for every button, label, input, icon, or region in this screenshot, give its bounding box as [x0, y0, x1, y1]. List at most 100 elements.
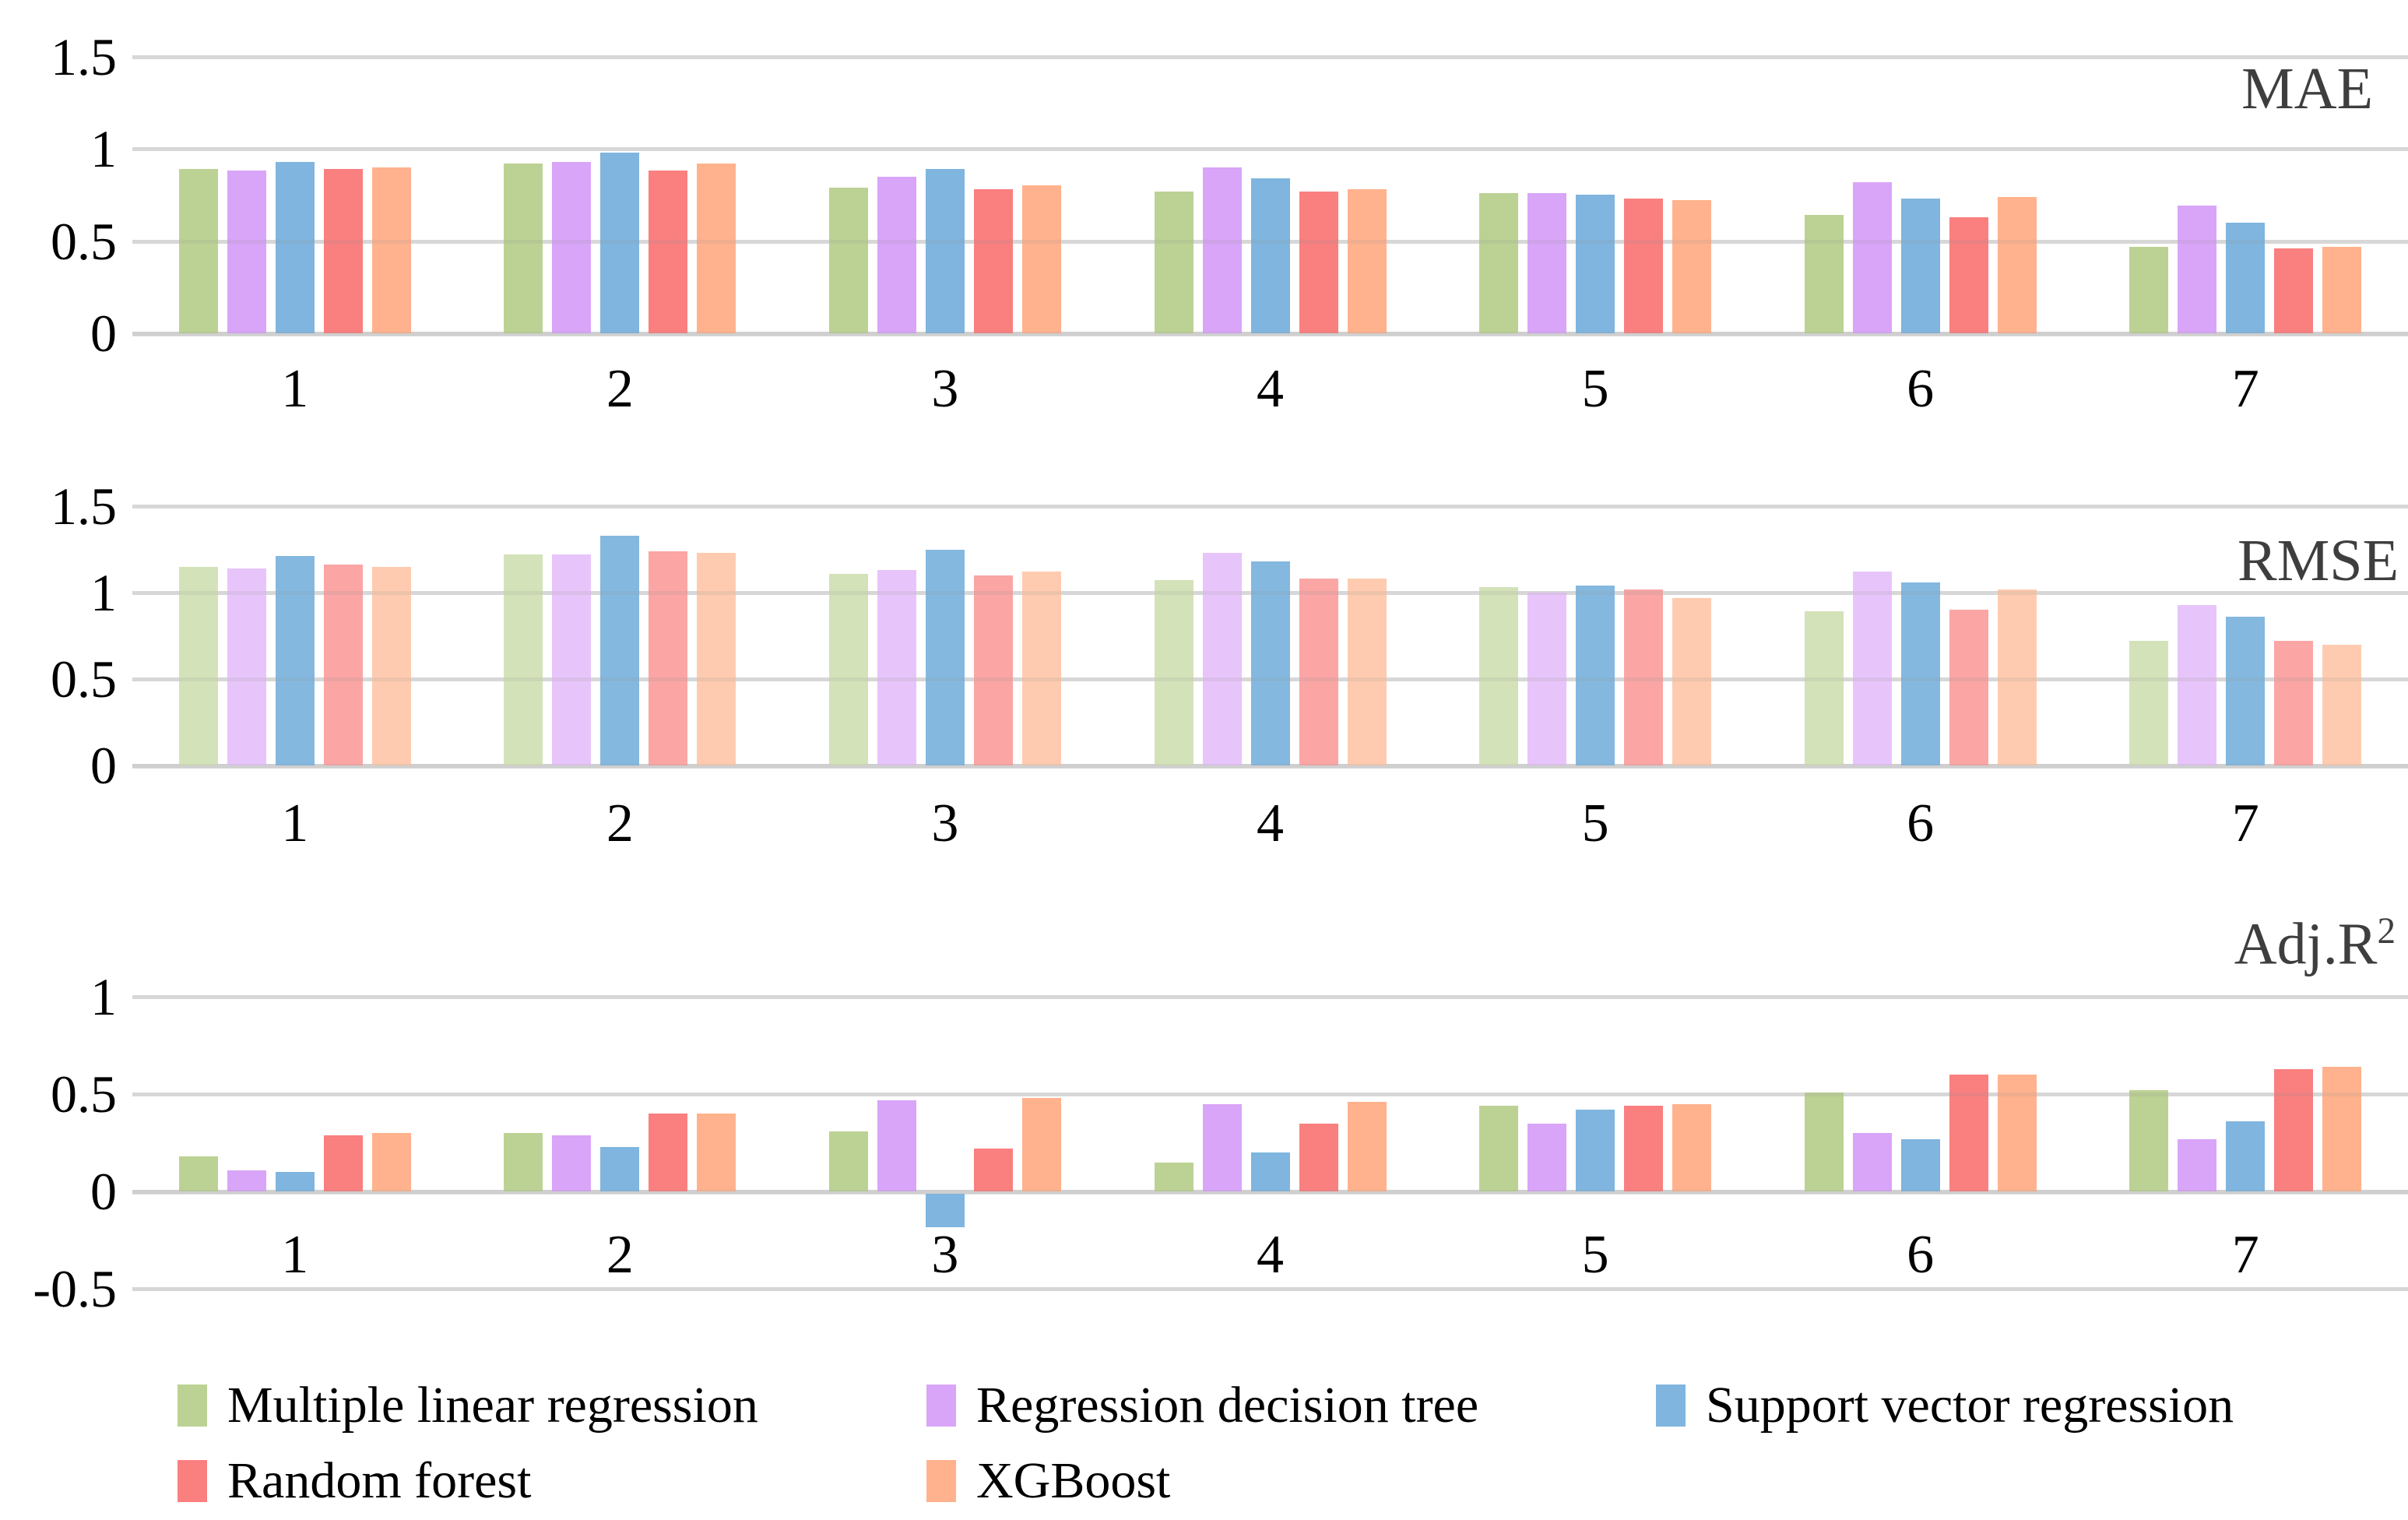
- bar-random-forest-cat5: [1624, 1106, 1664, 1191]
- bar-regression-decision-tree-cat1: [227, 568, 266, 765]
- bar-xgboost-cat5: [1672, 597, 1712, 765]
- bar-xgboost-cat2: [697, 163, 736, 333]
- bar-regression-decision-tree-cat7: [2178, 206, 2217, 333]
- bar-random-forest-cat5: [1624, 589, 1664, 765]
- bar-support-vector-regression-cat5: [1576, 586, 1615, 765]
- bar-random-forest-cat7: [2274, 641, 2314, 765]
- x-category-label-2: 2: [606, 1225, 634, 1285]
- y-tick-label: 1.5: [51, 477, 117, 536]
- bar-random-forest-cat2: [649, 1114, 688, 1191]
- legend-swatch-random-forest: [178, 1460, 207, 1502]
- bar-regression-decision-tree-cat3: [877, 1100, 916, 1191]
- bar-multiple-linear-regression-cat7: [2129, 1090, 2169, 1191]
- gridline-y-1: [132, 995, 2408, 999]
- legend-label: Support vector regression: [1706, 1377, 2234, 1434]
- bar-regression-decision-tree-cat4: [1202, 552, 1242, 765]
- bar-support-vector-regression-cat5: [1576, 195, 1615, 333]
- bar-xgboost-cat2: [697, 552, 736, 765]
- x-category-label-1: 1: [281, 359, 309, 419]
- legend-item-random-forest: Random forest: [178, 1450, 531, 1512]
- gridline-overlay-y-1: [132, 147, 2408, 151]
- legend-item-multiple-linear-regression: Multiple linear regression: [178, 1374, 758, 1437]
- bar-random-forest-cat4: [1299, 579, 1338, 765]
- bar-xgboost-cat7: [2322, 246, 2362, 333]
- bar-regression-decision-tree-cat1: [227, 1170, 266, 1191]
- bar-support-vector-regression-cat2: [600, 152, 640, 333]
- bar-support-vector-regression-cat4: [1250, 1152, 1290, 1191]
- y-tick-label: 0: [90, 1162, 117, 1221]
- bar-random-forest-cat1: [323, 169, 363, 333]
- bar-xgboost-cat4: [1347, 1102, 1387, 1191]
- bar-multiple-linear-regression-cat4: [1154, 580, 1193, 765]
- bar-multiple-linear-regression-cat6: [1804, 1092, 1844, 1191]
- bar-regression-decision-tree-cat2: [552, 161, 592, 333]
- x-category-label-2: 2: [606, 359, 634, 419]
- bar-support-vector-regression-cat1: [275, 556, 315, 765]
- bar-xgboost-cat7: [2322, 1067, 2362, 1191]
- gridline-y-0.5: [132, 1092, 2408, 1096]
- bar-random-forest-cat6: [1949, 1075, 1988, 1191]
- x-category-label-7: 7: [2231, 359, 2259, 419]
- bar-support-vector-regression-cat6: [1900, 198, 1940, 333]
- y-tick-label: 1: [90, 967, 117, 1026]
- bar-regression-decision-tree-cat7: [2178, 1138, 2217, 1191]
- bar-xgboost-cat6: [1997, 1075, 2037, 1191]
- gridline-y-1.5: [132, 55, 2408, 59]
- y-tick-label: 0: [90, 736, 117, 795]
- bar-support-vector-regression-cat7: [2226, 617, 2266, 765]
- x-category-label-7: 7: [2231, 1225, 2259, 1285]
- legend-label: XGBoost: [976, 1452, 1171, 1509]
- bar-multiple-linear-regression-cat1: [178, 169, 218, 333]
- bar-support-vector-regression-cat1: [275, 161, 315, 333]
- panel-title-mae: MAE: [2241, 56, 2373, 121]
- bar-regression-decision-tree-cat5: [1527, 593, 1567, 765]
- bar-xgboost-cat1: [371, 1133, 411, 1191]
- superscript-2: 2: [2377, 911, 2396, 952]
- bar-multiple-linear-regression-cat6: [1804, 611, 1844, 765]
- bar-random-forest-cat2: [649, 171, 688, 333]
- bar-multiple-linear-regression-cat5: [1479, 192, 1519, 333]
- bar-random-forest-cat1: [323, 565, 363, 765]
- bar-regression-decision-tree-cat6: [1852, 181, 1892, 333]
- bar-random-forest-cat7: [2274, 248, 2314, 333]
- bar-support-vector-regression-cat1: [275, 1172, 315, 1191]
- bar-xgboost-cat3: [1021, 572, 1061, 765]
- bar-multiple-linear-regression-cat3: [828, 187, 868, 333]
- bar-support-vector-regression-cat5: [1576, 1110, 1615, 1191]
- bar-multiple-linear-regression-cat5: [1479, 1106, 1519, 1191]
- bar-support-vector-regression-cat3: [925, 169, 965, 333]
- x-category-label-5: 5: [1581, 359, 1609, 419]
- panel-title-adj-r2: Adj.R2: [2234, 911, 2396, 977]
- bar-regression-decision-tree-cat5: [1527, 1123, 1567, 1191]
- x-category-label-6: 6: [1907, 793, 1935, 853]
- legend-swatch-multiple-linear-regression: [178, 1385, 207, 1427]
- gridline-y-0: [132, 1190, 2408, 1195]
- gridline-overlay-y-1: [132, 995, 2408, 999]
- bar-random-forest-cat1: [323, 1135, 363, 1191]
- legend-swatch-support-vector-regression: [1656, 1385, 1686, 1427]
- bar-xgboost-cat4: [1347, 579, 1387, 765]
- bar-xgboost-cat1: [371, 167, 411, 333]
- bar-regression-decision-tree-cat1: [227, 171, 266, 333]
- bar-support-vector-regression-cat4: [1250, 561, 1290, 765]
- gridline-overlay-y-0: [132, 1190, 2408, 1194]
- bar-multiple-linear-regression-cat5: [1479, 587, 1519, 765]
- bar-support-vector-regression-cat3: [925, 549, 965, 765]
- legend-swatch-regression-decision-tree: [926, 1385, 956, 1427]
- bar-regression-decision-tree-cat3: [877, 176, 916, 333]
- legend-item-xgboost: XGBoost: [926, 1450, 1170, 1512]
- bar-multiple-linear-regression-cat7: [2129, 246, 2169, 333]
- x-category-label-5: 5: [1581, 793, 1609, 853]
- bar-xgboost-cat4: [1347, 189, 1387, 333]
- legend-item-regression-decision-tree: Regression decision tree: [926, 1374, 1478, 1437]
- gridline-overlay-y-1.5: [132, 55, 2408, 59]
- x-category-label-1: 1: [281, 793, 309, 853]
- bar-xgboost-cat6: [1997, 589, 2037, 765]
- gridline-y-1: [132, 147, 2408, 151]
- gridline-overlay-y--0.5: [132, 1287, 2408, 1291]
- bar-xgboost-cat3: [1021, 185, 1061, 333]
- legend-item-support-vector-regression: Support vector regression: [1656, 1374, 2234, 1437]
- bar-multiple-linear-regression-cat4: [1154, 1162, 1193, 1191]
- bar-support-vector-regression-cat6: [1900, 582, 1940, 765]
- x-category-label-4: 4: [1257, 359, 1284, 419]
